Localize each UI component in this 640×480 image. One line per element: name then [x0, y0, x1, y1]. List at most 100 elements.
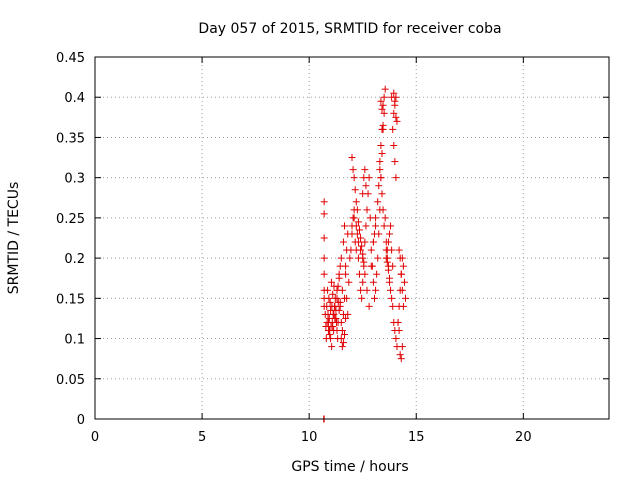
x-tick-label: 5: [198, 430, 206, 445]
data-point: [389, 262, 397, 270]
data-point: [359, 250, 367, 258]
data-point: [327, 278, 335, 286]
data-point: [385, 274, 393, 282]
data-point: [355, 226, 363, 234]
data-point: [387, 222, 395, 230]
data-point: [324, 318, 332, 326]
data-point: [337, 335, 345, 343]
x-tick-label: 20: [515, 430, 532, 445]
data-point: [377, 141, 385, 149]
data-point: [372, 286, 380, 294]
y-tick-label: 0.4: [64, 91, 85, 106]
data-point: [348, 154, 356, 162]
data-point: [361, 166, 369, 174]
y-tick-label: 0: [77, 413, 85, 428]
data-point: [390, 141, 398, 149]
data-point: [346, 254, 354, 262]
data-point: [360, 174, 368, 182]
data-point: [350, 174, 358, 182]
data-point: [390, 109, 398, 117]
data-point: [361, 270, 369, 278]
y-tick-label: 0.15: [56, 292, 85, 307]
y-tick-label: 0.05: [56, 373, 85, 388]
data-point: [320, 270, 328, 278]
data-point: [353, 206, 361, 214]
data-point: [377, 97, 385, 105]
data-point: [367, 262, 375, 270]
data-point: [358, 242, 366, 250]
data-point: [382, 254, 390, 262]
data-point: [394, 318, 402, 326]
data-point: [399, 262, 407, 270]
data-point: [349, 166, 357, 174]
data-point: [398, 286, 406, 294]
data-point: [388, 246, 396, 254]
x-axis-label: GPS time / hours: [291, 459, 408, 475]
data-point: [387, 286, 395, 294]
y-tick-label: 0.2: [64, 252, 85, 267]
data-point: [392, 174, 400, 182]
data-point: [329, 290, 337, 298]
data-point: [320, 234, 328, 242]
data-point: [360, 258, 368, 266]
data-point: [380, 93, 388, 101]
data-point: [334, 282, 342, 290]
data-point: [341, 222, 349, 230]
data-point: [325, 294, 333, 302]
data-point: [395, 327, 403, 335]
data-point: [378, 105, 386, 113]
data-point: [334, 318, 342, 326]
data-point: [391, 158, 399, 166]
data-point: [320, 198, 328, 206]
data-point: [320, 210, 328, 218]
data-points: [320, 85, 410, 423]
data-point: [388, 93, 396, 101]
data-point: [354, 238, 362, 246]
chart-title: Day 057 of 2015, SRMTID for receiver cob…: [198, 21, 501, 37]
data-point: [341, 331, 349, 339]
data-point: [328, 343, 336, 351]
data-point: [369, 278, 377, 286]
data-point: [361, 238, 369, 246]
data-point: [333, 294, 341, 302]
data-point: [345, 278, 353, 286]
data-point: [339, 310, 347, 318]
data-point: [388, 294, 396, 302]
data-point: [338, 286, 346, 294]
data-point: [373, 270, 381, 278]
x-tick-label: 0: [91, 430, 99, 445]
data-point: [395, 246, 403, 254]
data-point: [396, 351, 404, 359]
data-point: [342, 270, 350, 278]
data-point: [331, 302, 339, 310]
data-point: [379, 206, 387, 214]
y-tick-label: 0.1: [64, 333, 85, 348]
data-point: [326, 327, 334, 335]
data-point: [393, 117, 401, 125]
data-point: [350, 214, 358, 222]
ticks: 0 5 10 15 20 0 0.05 0.1 0.15 0.2 0.25 0.3 0.35 0.4 0.4…: [56, 51, 609, 445]
data-point: [389, 125, 397, 133]
y-tick-label: 0.3: [64, 172, 85, 187]
data-point: [374, 254, 382, 262]
data-point: [398, 343, 406, 351]
data-point: [390, 89, 398, 97]
data-point: [399, 302, 407, 310]
data-point: [362, 182, 370, 190]
data-point: [381, 214, 389, 222]
plot-frame: [94, 56, 610, 420]
data-point: [370, 230, 378, 238]
grid: [95, 57, 609, 419]
data-point: [339, 238, 347, 246]
data-point: [374, 198, 382, 206]
data-point: [329, 322, 337, 330]
data-point: [379, 101, 387, 109]
data-point: [365, 302, 373, 310]
data-point: [342, 262, 350, 270]
data-point: [337, 254, 345, 262]
data-point: [359, 278, 367, 286]
data-point: [375, 182, 383, 190]
y-tick-label: 0.35: [56, 131, 85, 146]
data-point: [376, 166, 384, 174]
